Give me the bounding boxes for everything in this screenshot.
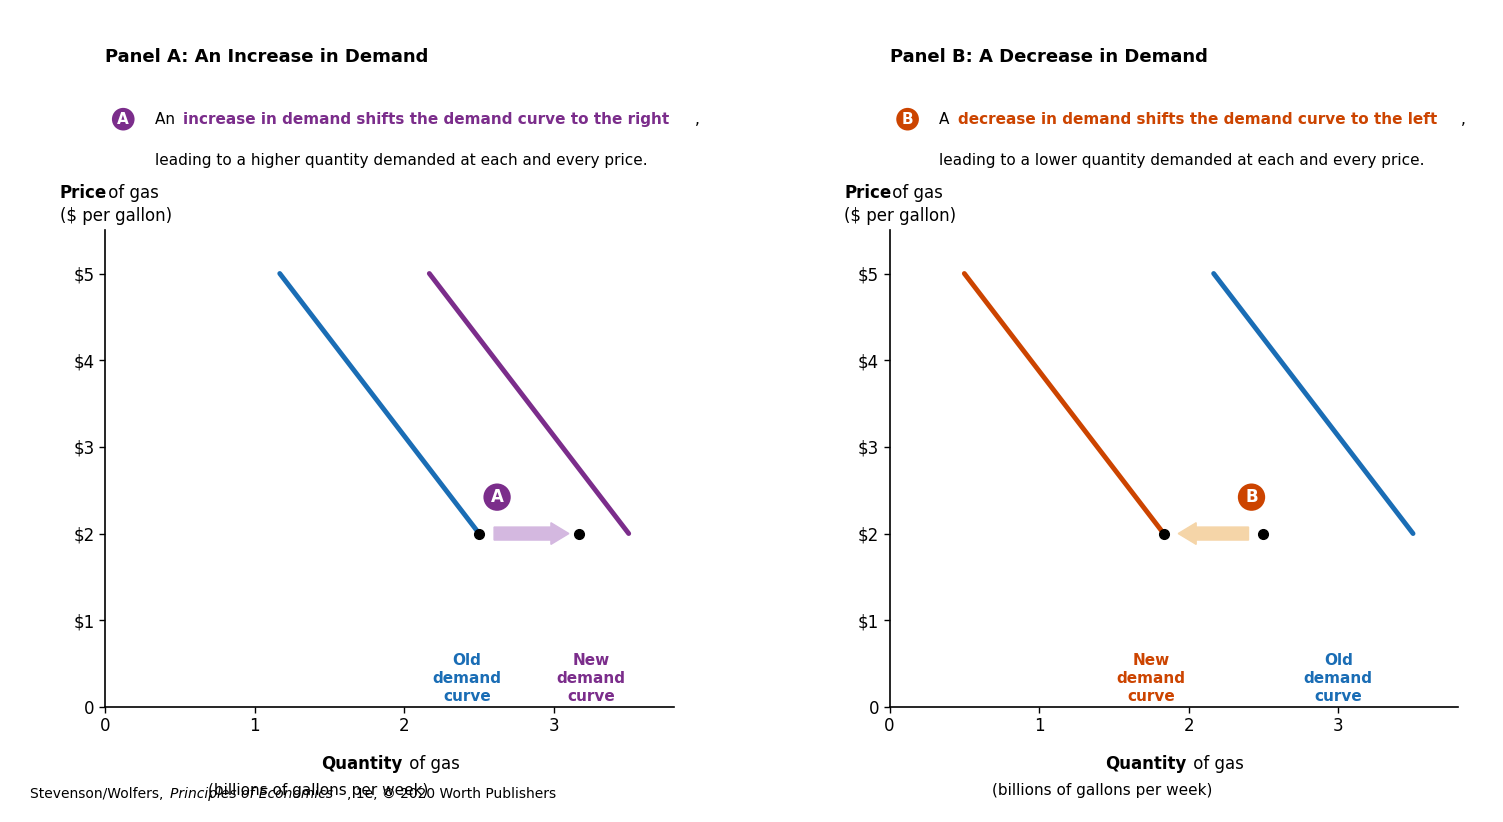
Text: ,: , xyxy=(1461,112,1465,127)
Text: Price: Price xyxy=(845,183,891,201)
Text: Old
demand
curve: Old demand curve xyxy=(433,653,502,704)
Text: leading to a lower quantity demanded at each and every price.: leading to a lower quantity demanded at … xyxy=(939,153,1425,168)
Text: , 1e, © 2020 Worth Publishers: , 1e, © 2020 Worth Publishers xyxy=(347,787,556,801)
Text: ($ per gallon): ($ per gallon) xyxy=(60,207,171,225)
Text: of gas: of gas xyxy=(102,183,159,201)
Text: A: A xyxy=(117,112,129,127)
Text: Old
demand
curve: Old demand curve xyxy=(1303,653,1372,704)
Text: decrease in demand shifts the demand curve to the left: decrease in demand shifts the demand cur… xyxy=(957,112,1437,127)
FancyArrow shape xyxy=(494,523,568,544)
Text: B: B xyxy=(1244,488,1258,506)
Text: of gas: of gas xyxy=(1187,755,1244,773)
Text: leading to a higher quantity demanded at each and every price.: leading to a higher quantity demanded at… xyxy=(155,153,648,168)
Text: Panel B: A Decrease in Demand: Panel B: A Decrease in Demand xyxy=(890,48,1207,66)
Text: New
demand
curve: New demand curve xyxy=(1117,653,1186,704)
Text: of gas: of gas xyxy=(404,755,460,773)
Text: ,: , xyxy=(696,112,700,127)
Text: Principles of Economics: Principles of Economics xyxy=(170,787,334,801)
FancyArrow shape xyxy=(1178,523,1249,544)
Text: ($ per gallon): ($ per gallon) xyxy=(845,207,956,225)
Text: Price: Price xyxy=(60,183,107,201)
Text: Panel A: An Increase in Demand: Panel A: An Increase in Demand xyxy=(105,48,428,66)
Text: Stevenson/Wolfers,: Stevenson/Wolfers, xyxy=(30,787,168,801)
Text: (billions of gallons per week): (billions of gallons per week) xyxy=(207,783,428,798)
Text: A: A xyxy=(490,488,504,506)
Text: of gas: of gas xyxy=(887,183,944,201)
Text: New
demand
curve: New demand curve xyxy=(556,653,625,704)
Text: B: B xyxy=(902,112,914,127)
Text: increase in demand shifts the demand curve to the right: increase in demand shifts the demand cur… xyxy=(183,112,669,127)
Text: Quantity: Quantity xyxy=(1106,755,1187,773)
Text: (billions of gallons per week): (billions of gallons per week) xyxy=(992,783,1213,798)
Text: A: A xyxy=(939,112,954,127)
Text: Quantity: Quantity xyxy=(322,755,403,773)
Text: An: An xyxy=(155,112,180,127)
